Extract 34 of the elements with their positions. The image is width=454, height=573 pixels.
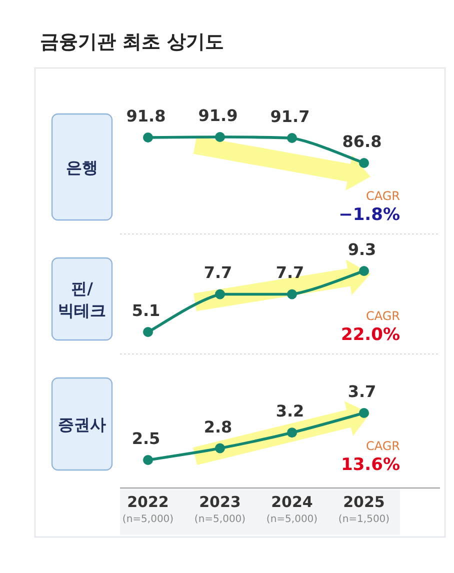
data-label: 91.9 bbox=[198, 106, 238, 125]
point bbox=[287, 428, 297, 438]
annotation: 13.6% bbox=[341, 455, 400, 475]
y-axis-title: 핀/빅테크 bbox=[58, 279, 106, 320]
annotation: CAGR bbox=[366, 439, 400, 453]
data-label: 3.2 bbox=[276, 402, 304, 421]
data-label: 3.7 bbox=[348, 382, 376, 401]
point bbox=[359, 158, 369, 168]
chart-title: 금융기관 최초 상기도 bbox=[40, 31, 224, 53]
y-axis-title: 은행 bbox=[66, 158, 98, 177]
annotation: CAGR bbox=[366, 309, 400, 323]
point bbox=[287, 133, 297, 144]
data-label: 2.5 bbox=[132, 429, 160, 448]
data-label: 91.8 bbox=[126, 106, 166, 126]
point bbox=[143, 455, 153, 465]
data-label: 86.8 bbox=[342, 132, 382, 151]
text: CAGR bbox=[366, 189, 400, 203]
point bbox=[359, 408, 369, 418]
text: −1.8% bbox=[338, 205, 400, 225]
annotation: 22.0% bbox=[341, 325, 400, 345]
x-tick-label: 2025 (n=1,500) bbox=[337, 493, 391, 527]
x-tick-label: 2022 (n=5,000) bbox=[121, 493, 175, 527]
y-axis-title: 증권사 bbox=[58, 415, 106, 434]
x-tick-label: 2024 (n=5,000) bbox=[265, 493, 319, 527]
point bbox=[215, 132, 225, 142]
point bbox=[143, 132, 153, 143]
data-label: 9.3 bbox=[348, 240, 376, 259]
point bbox=[215, 443, 225, 454]
data-label: 7.7 bbox=[276, 263, 304, 282]
data-label: 7.7 bbox=[204, 263, 232, 282]
data-label: 91.7 bbox=[270, 107, 310, 126]
data-label: 2.8 bbox=[204, 417, 232, 436]
data-label: 5.1 bbox=[132, 301, 160, 320]
x-tick-label: 2023 (n=5,000) bbox=[193, 493, 247, 527]
